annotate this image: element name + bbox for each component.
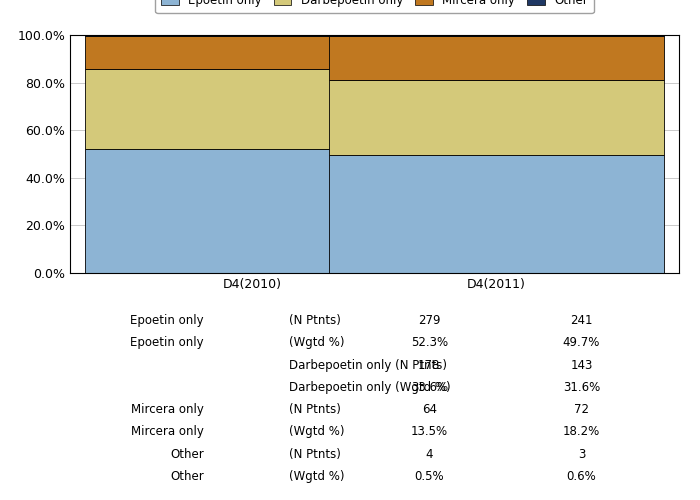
Text: (Wgtd %): (Wgtd %) (289, 336, 344, 349)
Text: Other: Other (170, 448, 204, 461)
Text: 0.5%: 0.5% (414, 470, 444, 483)
Bar (329, 35, 664, 36)
Text: 3: 3 (578, 448, 585, 461)
Text: 52.3%: 52.3% (411, 336, 448, 349)
Text: 18.2%: 18.2% (563, 426, 600, 438)
Text: 31.6%: 31.6% (563, 381, 600, 394)
Text: 0.6%: 0.6% (567, 470, 596, 483)
Text: 13.5%: 13.5% (411, 426, 448, 438)
Text: Darbepoetin only (Wgtd %): Darbepoetin only (Wgtd %) (289, 381, 451, 394)
Text: 143: 143 (570, 358, 593, 372)
Text: Other: Other (170, 470, 204, 483)
Legend: Epoetin only, Darbepoetin only, Mircera only, Other: Epoetin only, Darbepoetin only, Mircera … (155, 0, 594, 14)
Bar (329, 155, 664, 273)
Text: Epoetin only: Epoetin only (130, 314, 204, 327)
Text: (Wgtd %): (Wgtd %) (289, 470, 344, 483)
Text: Darbepoetin only (N Ptnts): Darbepoetin only (N Ptnts) (289, 358, 447, 372)
Text: (N Ptnts): (N Ptnts) (289, 314, 341, 327)
Text: 72: 72 (574, 403, 589, 416)
Bar (329, 80, 664, 155)
Bar (85, 148, 420, 273)
Text: Epoetin only: Epoetin only (130, 336, 204, 349)
Bar (329, 36, 664, 80)
Bar (85, 35, 420, 36)
Bar (85, 36, 420, 68)
Text: (N Ptnts): (N Ptnts) (289, 403, 341, 416)
Text: 64: 64 (422, 403, 437, 416)
Text: 4: 4 (426, 448, 433, 461)
Text: Mircera only: Mircera only (131, 403, 204, 416)
Text: 49.7%: 49.7% (563, 336, 600, 349)
Text: 241: 241 (570, 314, 593, 327)
Text: Mircera only: Mircera only (131, 426, 204, 438)
Text: (N Ptnts): (N Ptnts) (289, 448, 341, 461)
Text: 33.6%: 33.6% (411, 381, 448, 394)
Text: 178: 178 (418, 358, 440, 372)
Bar (85, 68, 420, 148)
Text: 279: 279 (418, 314, 440, 327)
Text: (Wgtd %): (Wgtd %) (289, 426, 344, 438)
